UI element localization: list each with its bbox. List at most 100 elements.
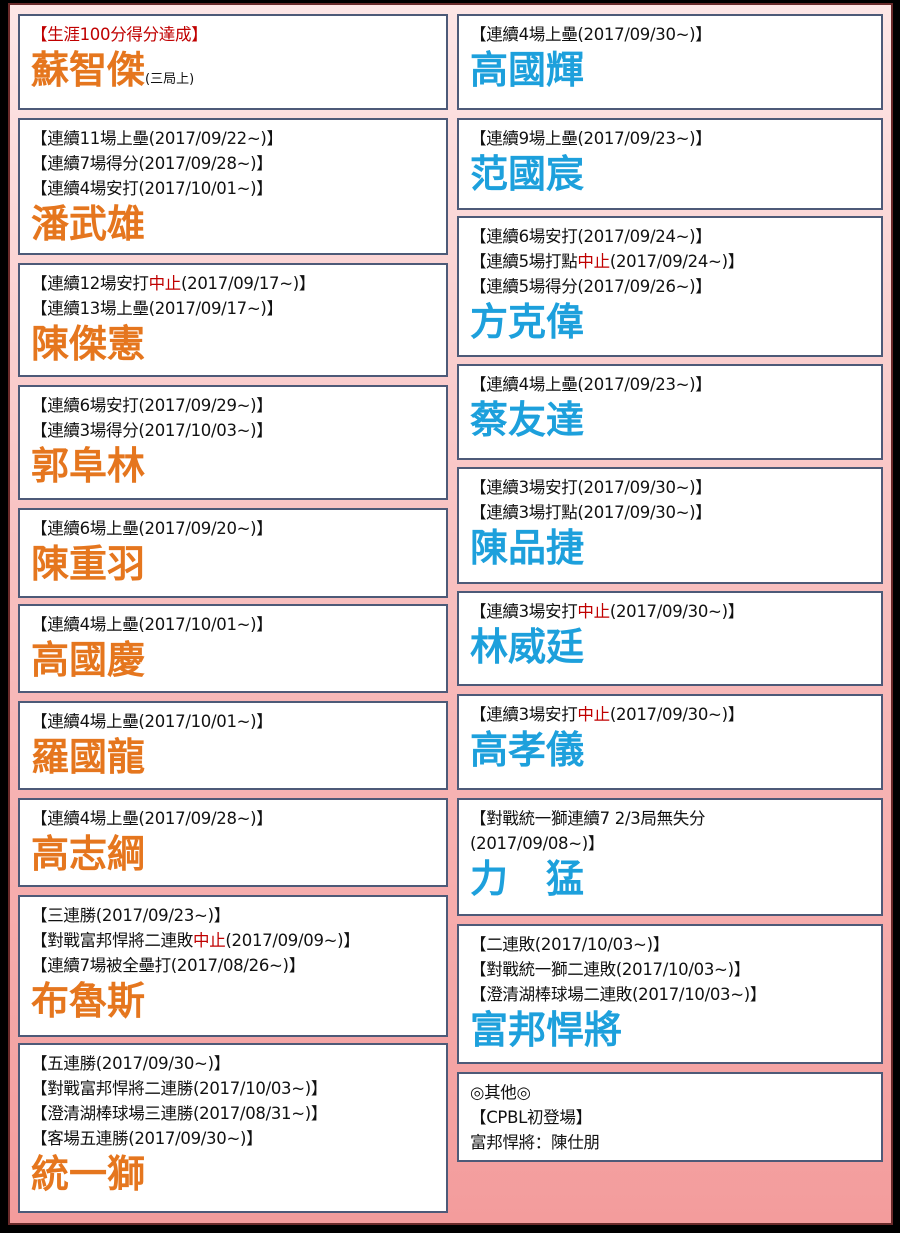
player-name: 統一獅 [31, 1151, 446, 1197]
right-record-card: 【連續6場安打(2017/09/24~)】 【連續5場打點中止(2017/09/2… [457, 216, 883, 357]
record-text: 【連續3場安打(2017/09/30~)】 [470, 478, 712, 497]
record-text: 【五連勝(2017/09/30~)】 [31, 1054, 230, 1073]
record-line: 【連續7場被全壘打(2017/08/26~)】 [31, 953, 446, 978]
player-name: 陳傑憲 [31, 321, 446, 367]
record-text: 【連續6場安打(2017/09/29~)】 [31, 396, 273, 415]
player-name-text: 高志綱 [31, 832, 146, 876]
player-name-text: 高國慶 [31, 638, 146, 682]
player-name: 高孝儀 [470, 727, 881, 773]
record-text: 【對戰統一獅二連敗(2017/10/03~)】 [470, 960, 750, 979]
record-line: 【對戰統一獅連續7 2/3局無失分 [470, 806, 881, 831]
record-text: (2017/09/08~)】 [470, 834, 605, 853]
record-line: 【生涯100分得分達成】 [31, 22, 446, 47]
record-line: 【連續9場上壘(2017/09/23~)】 [470, 126, 881, 151]
player-name: 潘武雄 [31, 201, 446, 247]
right-record-card: 【二連敗(2017/10/03~)】 【對戰統一獅二連敗(2017/10/03~)… [457, 924, 883, 1064]
player-name: 范國宸 [470, 151, 881, 197]
left-record-card: 【連續4場上壘(2017/10/01~)】羅國龍 [18, 701, 448, 790]
record-text: 【連續13場上壘(2017/09/17~)】 [31, 299, 283, 318]
record-line: 【連續13場上壘(2017/09/17~)】 [31, 296, 446, 321]
player-name: 蘇智傑(三局上) [31, 47, 446, 103]
record-text: 【連續3場安打 [470, 602, 578, 621]
left-record-card: 【連續6場上壘(2017/09/20~)】陳重羽 [18, 508, 448, 598]
highlight-text: 中止 [577, 252, 610, 271]
record-text: 【CPBL初登場】 [470, 1108, 592, 1127]
player-name: 羅國龍 [31, 734, 446, 780]
left-record-card: 【五連勝(2017/09/30~)】【對戰富邦悍將二連勝(2017/10/03~… [18, 1043, 448, 1213]
record-text: ◎其他◎ [470, 1083, 531, 1102]
player-name: 力 猛 [470, 856, 881, 902]
left-record-card: 【生涯100分得分達成】蘇智傑(三局上) [18, 14, 448, 110]
record-line: 【澄清湖棒球場二連敗(2017/10/03~)】 [470, 982, 881, 1007]
player-name-text: 蔡友達 [470, 398, 585, 442]
player-name: 郭阜林 [31, 443, 446, 489]
player-name: 林威廷 [470, 624, 881, 670]
record-text: (2017/09/30~)】 [609, 705, 744, 724]
record-line: 【連續6場安打(2017/09/29~)】 [31, 393, 446, 418]
record-line: 【三連勝(2017/09/23~)】 [31, 903, 446, 928]
record-text: 【連續5場得分(2017/09/26~)】 [470, 277, 712, 296]
record-line: 【連續4場上壘(2017/09/23~)】 [470, 372, 881, 397]
record-text: 【連續4場上壘(2017/10/01~)】 [31, 615, 273, 634]
right-record-card: 【連續3場安打(2017/09/30~)】 【連續3場打點(2017/09/30~… [457, 467, 883, 584]
record-line: (2017/09/08~)】 [470, 831, 881, 856]
record-line: 【連續7場得分(2017/09/28~)】 [31, 151, 446, 176]
player-name: 方克偉 [470, 299, 881, 345]
left-record-card: 【連續6場安打(2017/09/29~)】 【連續3場得分(2017/10/03~… [18, 385, 448, 500]
record-line: 【澄清湖棒球場三連勝(2017/08/31~)】 [31, 1101, 446, 1126]
highlight-text: 中止 [193, 931, 226, 950]
record-text: 【連續3場得分(2017/10/03~)】 [31, 421, 273, 440]
record-text: 【對戰富邦悍將二連勝(2017/10/03~)】 [31, 1079, 328, 1098]
record-line: 富邦悍將：陳仕朋 [470, 1130, 881, 1155]
player-name-text: 富邦悍將 [470, 1008, 623, 1052]
highlight-text: 【生涯100分得分達成】 [31, 25, 208, 44]
player-name: 蔡友達 [470, 397, 881, 443]
record-line: 【連續5場得分(2017/09/26~)】 [470, 274, 881, 299]
left-record-card: 【連續12場安打中止(2017/09/17~)】【連續13場上壘(2017/09… [18, 263, 448, 377]
record-line: 【連續4場上壘(2017/10/01~)】 [31, 612, 446, 637]
record-line: 【連續3場安打(2017/09/30~)】 [470, 475, 881, 500]
player-name: 富邦悍將 [470, 1007, 881, 1053]
record-line: 【連續12場安打中止(2017/09/17~)】 [31, 271, 446, 296]
record-line: 【五連勝(2017/09/30~)】 [31, 1051, 446, 1076]
record-text: 【連續4場安打(2017/10/01~)】 [31, 179, 273, 198]
record-text: 【連續7場被全壘打(2017/08/26~)】 [31, 956, 305, 975]
record-text: 【澄清湖棒球場二連敗(2017/10/03~)】 [470, 985, 767, 1004]
right-record-card: 【連續4場上壘(2017/09/30~)】 高國輝 [457, 14, 883, 110]
record-text: 【三連勝(2017/09/23~)】 [31, 906, 230, 925]
right-record-card: ◎其他◎ 【CPBL初登場】 富邦悍將：陳仕朋 [457, 1072, 883, 1162]
player-name-text: 統一獅 [31, 1152, 146, 1196]
record-text: 【對戰富邦悍將二連敗 [31, 931, 194, 950]
record-text: 【連續5場打點 [470, 252, 578, 271]
player-name-text: 布魯斯 [31, 979, 146, 1023]
player-name-text: 林威廷 [470, 625, 585, 669]
record-text: 【連續7場得分(2017/09/28~)】 [31, 154, 273, 173]
record-text: 【連續4場上壘(2017/10/01~)】 [31, 712, 273, 731]
record-text: 【連續9場上壘(2017/09/23~)】 [470, 129, 712, 148]
record-line: 【連續4場上壘(2017/09/28~)】 [31, 806, 446, 831]
left-record-card: 【三連勝(2017/09/23~)】 【對戰富邦悍將二連敗中止(2017/09/0… [18, 895, 448, 1037]
record-text: 【連續4場上壘(2017/09/23~)】 [470, 375, 712, 394]
inning-note: (三局上) [145, 72, 195, 87]
record-line: 【連續6場安打(2017/09/24~)】 [470, 224, 881, 249]
record-line: 【連續5場打點中止(2017/09/24~)】 [470, 249, 881, 274]
player-name: 陳重羽 [31, 541, 446, 587]
right-record-card: 【連續3場安打中止(2017/09/30~)】 高孝儀 [457, 694, 883, 790]
record-text: (2017/09/17~)】 [181, 274, 316, 293]
record-line: 【連續6場上壘(2017/09/20~)】 [31, 516, 446, 541]
right-record-card: 【連續4場上壘(2017/09/23~)】蔡友達 [457, 364, 883, 460]
record-line: 【連續11場上壘(2017/09/22~)】 [31, 126, 446, 151]
player-name: 陳品捷 [470, 525, 881, 571]
record-text: 【連續3場打點(2017/09/30~)】 [470, 503, 712, 522]
record-text: 【客場五連勝(2017/09/30~)】 [31, 1129, 263, 1148]
record-text: 富邦悍將：陳仕朋 [470, 1133, 600, 1152]
left-record-card: 【連續11場上壘(2017/09/22~)】【連續7場得分(2017/09/28… [18, 118, 448, 255]
highlight-text: 中止 [148, 274, 182, 293]
record-text: (2017/09/24~)】 [609, 252, 744, 271]
record-text: 【連續4場上壘(2017/09/30~)】 [470, 25, 712, 44]
record-text: 【連續6場上壘(2017/09/20~)】 [31, 519, 273, 538]
record-line: 【對戰富邦悍將二連勝(2017/10/03~)】 [31, 1076, 446, 1101]
record-line: 【CPBL初登場】 [470, 1105, 881, 1130]
record-line: 【連續4場安打(2017/10/01~)】 [31, 176, 446, 201]
record-text: 【澄清湖棒球場三連勝(2017/08/31~)】 [31, 1104, 328, 1123]
